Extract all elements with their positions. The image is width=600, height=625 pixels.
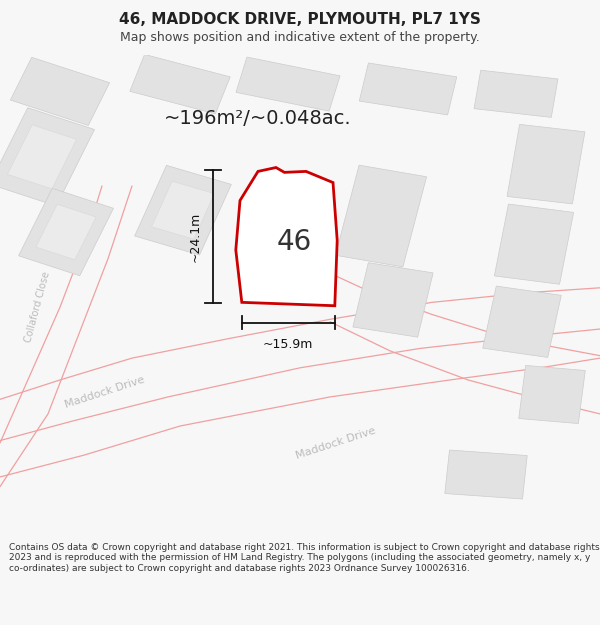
Polygon shape xyxy=(494,204,574,284)
Polygon shape xyxy=(236,168,337,306)
Polygon shape xyxy=(483,286,561,357)
Polygon shape xyxy=(445,450,527,499)
Polygon shape xyxy=(519,366,585,424)
Text: Collaford Close: Collaford Close xyxy=(23,271,52,344)
Polygon shape xyxy=(0,107,94,206)
Text: 46: 46 xyxy=(277,228,311,256)
Text: Contains OS data © Crown copyright and database right 2021. This information is : Contains OS data © Crown copyright and d… xyxy=(9,543,599,572)
Polygon shape xyxy=(353,262,433,337)
Polygon shape xyxy=(10,58,110,126)
Polygon shape xyxy=(130,54,230,114)
Polygon shape xyxy=(236,57,340,111)
Text: 46, MADDOCK DRIVE, PLYMOUTH, PL7 1YS: 46, MADDOCK DRIVE, PLYMOUTH, PL7 1YS xyxy=(119,12,481,27)
Polygon shape xyxy=(359,63,457,115)
Polygon shape xyxy=(152,181,214,239)
Polygon shape xyxy=(335,165,427,267)
Polygon shape xyxy=(36,204,96,260)
Text: ~15.9m: ~15.9m xyxy=(263,338,313,351)
Text: ~24.1m: ~24.1m xyxy=(188,212,202,262)
Text: ~196m²/~0.048ac.: ~196m²/~0.048ac. xyxy=(164,109,352,127)
Polygon shape xyxy=(19,188,113,276)
Polygon shape xyxy=(134,166,232,255)
Text: Maddock Drive: Maddock Drive xyxy=(64,374,146,410)
Text: Map shows position and indicative extent of the property.: Map shows position and indicative extent… xyxy=(120,31,480,44)
Polygon shape xyxy=(474,70,558,118)
Polygon shape xyxy=(507,124,585,204)
Polygon shape xyxy=(7,125,77,189)
Text: Maddock Drive: Maddock Drive xyxy=(295,426,377,461)
